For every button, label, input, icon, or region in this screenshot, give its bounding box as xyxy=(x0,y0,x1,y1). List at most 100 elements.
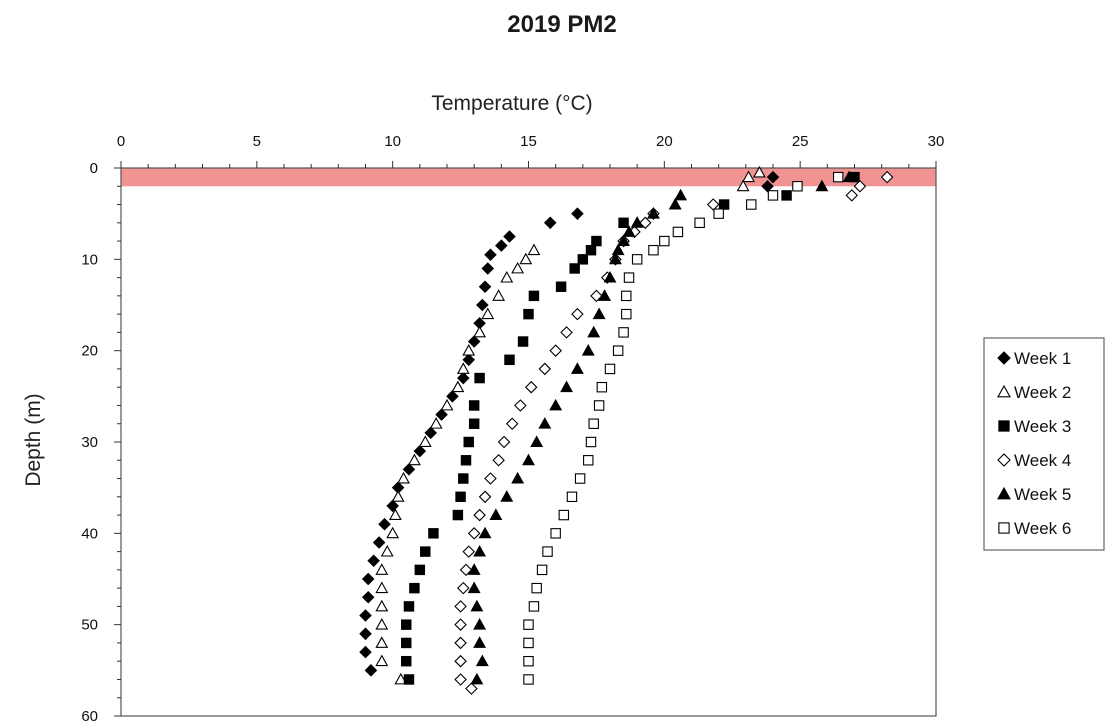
data-point xyxy=(622,225,636,237)
data-point xyxy=(608,252,622,265)
data-point xyxy=(481,307,495,320)
data-point xyxy=(420,546,431,557)
data-point xyxy=(566,491,578,503)
data-point xyxy=(476,298,489,312)
data-point xyxy=(397,471,410,484)
data-point xyxy=(742,170,755,183)
series-week-2 xyxy=(375,165,766,685)
legend-marker xyxy=(998,420,1010,432)
data-point xyxy=(659,235,670,247)
y-tick-label: 60 xyxy=(81,708,98,724)
data-point xyxy=(674,188,688,201)
legend-label: Week 4 xyxy=(1014,451,1071,470)
data-point xyxy=(592,307,606,320)
legend-marker xyxy=(997,486,1011,500)
data-point xyxy=(402,463,416,476)
data-point xyxy=(467,527,481,540)
data-point xyxy=(517,336,529,347)
data-point xyxy=(585,436,597,448)
data-point xyxy=(524,380,538,394)
legend-label: Week 2 xyxy=(1014,383,1071,402)
data-point xyxy=(457,371,470,385)
data-point xyxy=(424,426,437,440)
data-point xyxy=(440,398,454,411)
data-point xyxy=(880,170,894,184)
data-point xyxy=(519,252,533,265)
data-point xyxy=(460,455,472,466)
data-point xyxy=(468,400,480,411)
data-point xyxy=(523,619,534,630)
data-point xyxy=(475,654,489,667)
data-point xyxy=(414,564,426,576)
data-point xyxy=(484,248,497,262)
data-point xyxy=(378,517,391,531)
data-point xyxy=(713,208,724,219)
data-point xyxy=(478,280,492,294)
data-point xyxy=(394,672,408,685)
data-point xyxy=(473,618,487,630)
data-point xyxy=(451,380,465,393)
data-point xyxy=(746,199,757,210)
legend-label: Week 3 xyxy=(1014,417,1071,436)
data-point xyxy=(569,263,580,274)
data-point xyxy=(462,344,476,356)
x-axis-title: Temperature (°C) xyxy=(431,92,592,115)
data-point xyxy=(630,216,644,228)
legend-box xyxy=(983,337,1105,551)
data-point xyxy=(647,207,660,219)
data-point xyxy=(550,528,561,539)
data-point xyxy=(842,170,856,183)
data-point xyxy=(570,362,584,374)
data-point xyxy=(403,674,415,685)
data-point xyxy=(459,563,473,577)
data-point xyxy=(468,418,480,429)
data-point xyxy=(503,230,516,243)
data-point xyxy=(467,581,481,594)
data-point xyxy=(574,473,586,484)
data-point xyxy=(500,490,514,502)
data-point xyxy=(388,508,402,521)
data-point xyxy=(386,499,399,513)
series-week-1 xyxy=(359,170,780,677)
data-point xyxy=(528,290,540,302)
data-point xyxy=(361,590,375,604)
data-point xyxy=(598,289,612,301)
data-point xyxy=(604,363,616,375)
data-point xyxy=(792,181,803,192)
data-point xyxy=(359,627,372,641)
data-point xyxy=(375,581,389,594)
data-point xyxy=(555,281,567,292)
data-point xyxy=(473,544,487,557)
data-point xyxy=(853,179,867,193)
data-point xyxy=(538,362,552,376)
legend-marker xyxy=(997,384,1011,398)
data-point xyxy=(492,289,506,301)
data-point xyxy=(617,234,631,247)
data-point xyxy=(454,618,467,631)
data-point xyxy=(631,254,643,265)
data-point xyxy=(583,455,594,466)
surface-highlight-band xyxy=(121,168,936,187)
data-point xyxy=(470,599,484,612)
data-point xyxy=(454,654,467,668)
data-point xyxy=(736,179,750,192)
data-point xyxy=(413,444,427,458)
data-point xyxy=(473,508,486,522)
data-point xyxy=(401,655,412,667)
data-point xyxy=(367,554,380,568)
data-point xyxy=(668,197,682,210)
data-point xyxy=(473,325,487,338)
data-point xyxy=(523,655,534,667)
data-point xyxy=(470,672,484,685)
data-point xyxy=(386,526,400,539)
data-point xyxy=(481,262,495,275)
data-point xyxy=(560,380,573,393)
data-point xyxy=(815,179,829,192)
y-tick-label: 20 xyxy=(81,343,98,360)
data-point xyxy=(403,601,415,612)
data-point xyxy=(473,636,487,648)
data-point xyxy=(752,165,766,178)
y-tick-label: 50 xyxy=(81,617,98,634)
data-point xyxy=(511,471,525,484)
